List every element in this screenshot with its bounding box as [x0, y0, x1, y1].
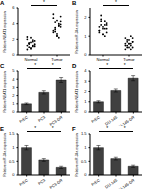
- html-text:Relative miR-34a expression: Relative miR-34a expression: [74, 132, 78, 177]
- svg-text:PC3-DR: PC3-DR: [48, 114, 63, 126]
- svg-text:0.5: 0.5: [81, 159, 87, 164]
- svg-text:DU-145-DR: DU-145-DR: [116, 114, 136, 126]
- html-text:B: B: [72, 0, 77, 6]
- svg-text:4: 4: [84, 68, 87, 73]
- svg-text:0: 0: [12, 109, 15, 114]
- html-text:F: F: [72, 126, 76, 132]
- svg-text:1.5: 1.5: [81, 131, 87, 136]
- svg-text:1: 1: [84, 34, 87, 39]
- html-text:Relative miR-34a expression: Relative miR-34a expression: [74, 9, 78, 54]
- html-text:C: C: [0, 63, 5, 69]
- svg-text:2: 2: [84, 15, 87, 20]
- svg-text:0: 0: [84, 52, 87, 57]
- svg-text:0: 0: [84, 172, 87, 177]
- html-text:Relative NEAT1 expression: Relative NEAT1 expression: [2, 10, 6, 53]
- svg-text:6: 6: [12, 5, 15, 10]
- svg-text:2: 2: [12, 93, 15, 98]
- svg-text:PrEC: PrEC: [18, 114, 29, 124]
- svg-text:1: 1: [84, 99, 87, 104]
- svg-text:PC3-DR: PC3-DR: [48, 177, 63, 189]
- svg-text:DU-145: DU-145: [104, 177, 119, 189]
- svg-text:2: 2: [84, 89, 87, 94]
- html-text:Relative NEAT1 expression: Relative NEAT1 expression: [74, 70, 78, 113]
- svg-text:DU-145: DU-145: [104, 114, 119, 126]
- svg-text:1.5: 1.5: [9, 131, 15, 136]
- svg-text:1: 1: [12, 145, 15, 150]
- svg-text:PC3: PC3: [37, 177, 47, 186]
- svg-text:1: 1: [12, 101, 15, 106]
- svg-text:DU-145-DR: DU-145-DR: [116, 177, 136, 189]
- svg-text:3: 3: [84, 79, 87, 84]
- svg-text:PrEC: PrEC: [90, 114, 101, 124]
- svg-text:2: 2: [12, 37, 15, 42]
- html-text:E: E: [0, 126, 4, 132]
- svg-text:Normal: Normal: [25, 57, 38, 62]
- svg-text:0: 0: [12, 52, 15, 57]
- svg-text:0: 0: [84, 109, 87, 114]
- svg-text:5: 5: [12, 68, 15, 73]
- svg-text:PrEC: PrEC: [90, 177, 101, 187]
- svg-text:Tumor: Tumor: [51, 57, 63, 62]
- html-text:D: D: [72, 63, 77, 69]
- svg-text:PrEC: PrEC: [18, 177, 29, 187]
- svg-text:4: 4: [12, 77, 15, 82]
- html-text:A: A: [0, 0, 5, 6]
- svg-text:Tumor: Tumor: [123, 57, 135, 62]
- svg-text:1: 1: [84, 145, 87, 150]
- html-text:Relative miR-34a expression: Relative miR-34a expression: [2, 132, 6, 177]
- svg-text:0.5: 0.5: [9, 159, 15, 164]
- svg-text:Normal: Normal: [97, 57, 110, 62]
- svg-text:4: 4: [12, 21, 15, 26]
- svg-text:0: 0: [12, 172, 15, 177]
- svg-text:PC3: PC3: [37, 114, 47, 123]
- html-text:Relative NEAT1 expression: Relative NEAT1 expression: [2, 70, 6, 113]
- svg-text:3: 3: [12, 85, 15, 90]
